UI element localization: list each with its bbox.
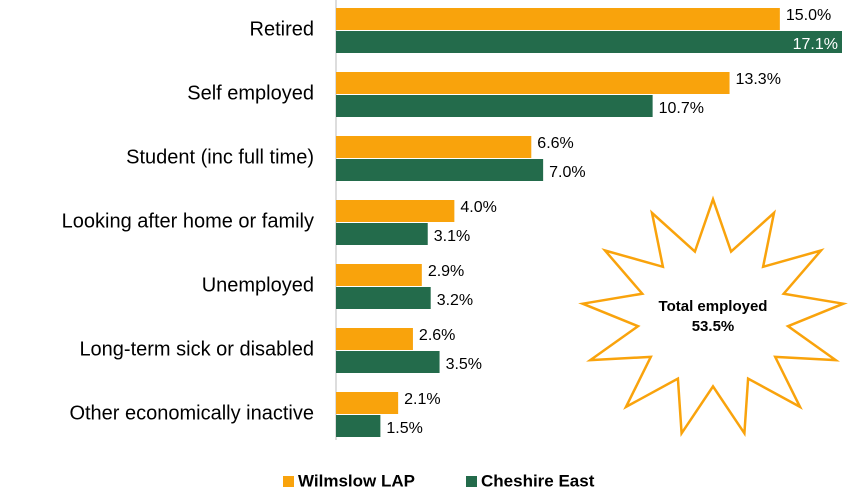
value-label: 17.1%: [793, 36, 838, 53]
bar: [336, 72, 730, 94]
bar: [336, 415, 381, 437]
value-label: 2.1%: [404, 391, 440, 408]
bar: [336, 136, 532, 158]
bar: [336, 328, 413, 350]
legend-label: Cheshire East: [481, 471, 595, 490]
value-label: 2.6%: [419, 327, 455, 344]
bar: [336, 264, 422, 286]
bar: [336, 351, 440, 373]
annotation-star: [578, 195, 848, 438]
bar: [336, 200, 455, 222]
category-label: Looking after home or family: [62, 210, 314, 232]
value-label: 3.5%: [446, 356, 482, 373]
value-label: 13.3%: [736, 71, 781, 88]
value-label: 3.2%: [437, 292, 473, 309]
bar: [336, 31, 842, 53]
bar: [336, 223, 428, 245]
value-label: 6.6%: [537, 135, 573, 152]
bar: [336, 95, 653, 117]
value-label: 4.0%: [460, 199, 496, 216]
value-label: 7.0%: [549, 164, 585, 181]
bar: [336, 159, 544, 181]
category-label: Self employed: [187, 82, 314, 104]
category-label: Other economically inactive: [69, 402, 314, 424]
bar: [336, 287, 431, 309]
category-label: Student (inc full time): [126, 146, 314, 168]
legend-swatch: [283, 476, 294, 487]
category-label: Long-term sick or disabled: [79, 338, 314, 360]
value-label: 15.0%: [786, 7, 831, 24]
category-label: Unemployed: [202, 274, 314, 296]
value-label: 1.5%: [386, 420, 422, 437]
annotation-text: 53.5%: [692, 318, 735, 335]
legend-swatch: [466, 476, 477, 487]
bar: [336, 8, 780, 30]
bar: [336, 392, 399, 414]
value-label: 2.9%: [428, 263, 464, 280]
value-label: 10.7%: [659, 100, 704, 117]
annotation-text: Total employed: [659, 298, 768, 315]
value-label: 3.1%: [434, 228, 470, 245]
category-label: Retired: [250, 18, 314, 40]
legend-label: Wilmslow LAP: [298, 471, 415, 490]
